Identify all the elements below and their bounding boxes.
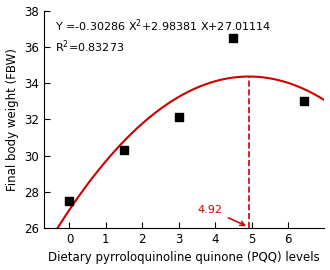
Point <box>121 148 127 152</box>
Y-axis label: Final body weight (FBW): Final body weight (FBW) <box>6 48 18 191</box>
Point <box>301 99 306 103</box>
Text: Y =-0.30286 X$^2$+2.98381 X+27.01114: Y =-0.30286 X$^2$+2.98381 X+27.01114 <box>55 17 272 34</box>
Point <box>231 36 236 40</box>
Point <box>176 115 182 120</box>
Text: R$^2$=0.83273: R$^2$=0.83273 <box>55 39 124 55</box>
Text: 4.92: 4.92 <box>198 205 245 225</box>
Point <box>67 199 72 203</box>
X-axis label: Dietary pyrroloquinoline quinone (PQQ) levels: Dietary pyrroloquinoline quinone (PQQ) l… <box>48 251 320 264</box>
